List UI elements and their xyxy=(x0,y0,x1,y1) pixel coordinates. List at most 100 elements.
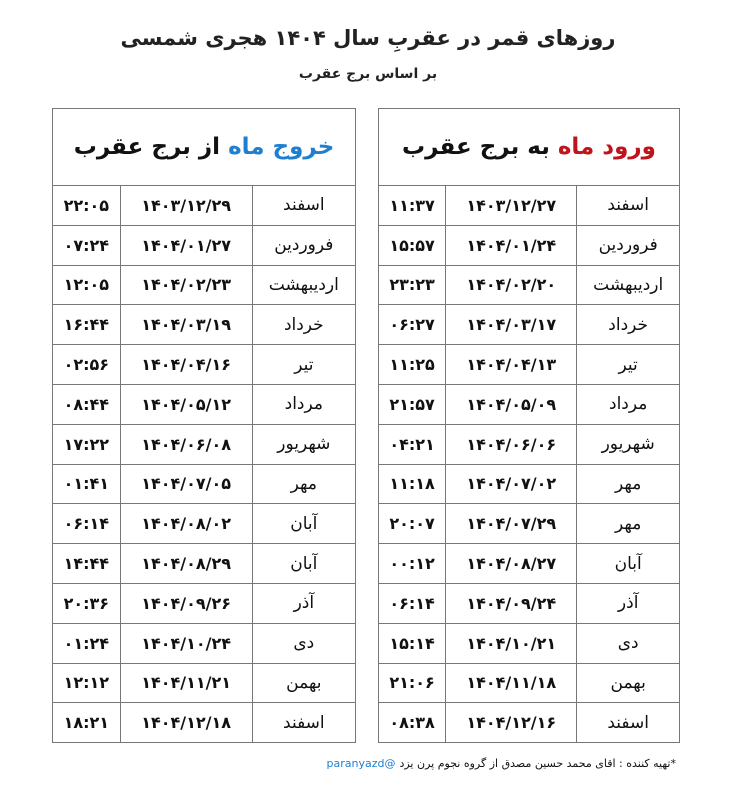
month-cell: اسفند xyxy=(251,702,357,744)
month-cell: مرداد xyxy=(576,383,680,425)
date-cell: ۱۴۰۴/۰۹/۲۴ xyxy=(445,582,578,624)
month-cell: اردیبهشت xyxy=(576,264,680,306)
table-row: مهر ۱۴۰۴/۰۷/۲۹ ۲۰:۰۷ xyxy=(377,503,680,545)
month-cell: آبان xyxy=(576,543,680,584)
month-cell: شهریور xyxy=(576,423,680,465)
date-cell: ۱۴۰۴/۰۴/۱۳ xyxy=(445,344,578,385)
table-row: اسفند ۱۴۰۳/۱۲/۲۹ ۲۲:۰۵ xyxy=(52,185,357,226)
date-cell: ۱۴۰۴/۰۶/۰۶ xyxy=(445,423,578,465)
time-cell: ۱۸:۲۱ xyxy=(52,702,121,744)
time-cell: ۱۵:۵۷ xyxy=(377,224,447,266)
time-cell: ۰۲:۵۶ xyxy=(52,344,121,385)
date-cell: ۱۴۰۴/۰۱/۲۷ xyxy=(119,224,253,266)
date-cell: ۱۴۰۴/۰۸/۲۹ xyxy=(119,543,253,584)
table-row: اسفند ۱۴۰۴/۱۲/۱۶ ۰۸:۳۸ xyxy=(377,702,680,744)
date-cell: ۱۴۰۴/۰۷/۲۹ xyxy=(445,503,578,545)
time-cell: ۰۱:۲۴ xyxy=(52,622,121,664)
table-row: اسفند ۱۴۰۴/۱۲/۱۸ ۱۸:۲۱ xyxy=(52,702,357,744)
time-cell: ۱۶:۴۴ xyxy=(52,304,121,346)
page-title: روزهای قمر در عقربِ سال ۱۴۰۴ هجری شمسی xyxy=(120,26,616,50)
month-cell: دی xyxy=(576,622,680,664)
date-cell: ۱۴۰۴/۰۷/۰۵ xyxy=(119,463,253,505)
date-cell: ۱۴۰۴/۰۲/۲۳ xyxy=(119,264,253,306)
month-cell: تیر xyxy=(251,344,357,385)
table-row: فروردین ۱۴۰۴/۰۱/۲۷ ۰۷:۲۴ xyxy=(52,224,357,266)
exit-header-rest: از برج عقرب xyxy=(73,134,229,160)
time-cell: ۱۱:۲۵ xyxy=(377,344,447,385)
table-row: دی ۱۴۰۴/۱۰/۲۱ ۱۵:۱۴ xyxy=(377,622,680,664)
month-cell: اسفند xyxy=(251,185,357,226)
time-cell: ۰۷:۲۴ xyxy=(52,224,121,266)
date-cell: ۱۴۰۴/۱۰/۲۱ xyxy=(445,622,578,664)
table-row: آبان ۱۴۰۴/۰۸/۲۹ ۱۴:۴۴ xyxy=(52,543,357,584)
time-cell: ۱۵:۱۴ xyxy=(377,622,447,664)
month-cell: آبان xyxy=(251,503,357,545)
time-cell: ۱۲:۰۵ xyxy=(52,264,121,306)
moon-entry-table: ورود ماه به برج عقرب اسفند ۱۴۰۳/۱۲/۲۷ ۱۱:۳… xyxy=(377,108,680,744)
time-cell: ۲۱:۰۶ xyxy=(377,662,447,704)
month-cell: مهر xyxy=(576,463,680,505)
time-cell: ۲۱:۵۷ xyxy=(377,383,447,425)
time-cell: ۰۸:۴۴ xyxy=(52,383,121,425)
time-cell: ۱۱:۱۸ xyxy=(377,463,447,505)
month-cell: اسفند xyxy=(576,702,680,744)
table-row: تیر ۱۴۰۴/۰۴/۱۳ ۱۱:۲۵ xyxy=(377,344,680,385)
month-cell: بهمن xyxy=(251,662,357,704)
table-row: بهمن ۱۴۰۴/۱۱/۱۸ ۲۱:۰۶ xyxy=(377,662,680,704)
time-cell: ۱۴:۴۴ xyxy=(52,543,121,584)
date-cell: ۱۴۰۴/۱۱/۲۱ xyxy=(119,662,253,704)
exit-table-header: خروج ماه از برج عقرب xyxy=(52,108,356,186)
time-cell: ۲۰:۰۷ xyxy=(377,503,447,545)
time-cell: ۰۸:۳۸ xyxy=(377,702,447,744)
date-cell: ۱۴۰۴/۰۸/۰۲ xyxy=(119,503,253,545)
time-cell: ۰۶:۲۷ xyxy=(377,304,447,346)
date-cell: ۱۴۰۴/۰۵/۰۹ xyxy=(445,383,578,425)
time-cell: ۱۷:۲۲ xyxy=(52,423,121,465)
date-cell: ۱۴۰۴/۱۱/۱۸ xyxy=(445,662,578,704)
date-cell: ۱۴۰۴/۰۱/۲۴ xyxy=(445,224,578,266)
table-row: آذر ۱۴۰۴/۰۹/۲۴ ۰۶:۱۴ xyxy=(377,582,680,624)
date-cell: ۱۴۰۴/۰۳/۱۷ xyxy=(445,304,578,346)
exit-header-highlight: خروج ماه xyxy=(228,134,335,160)
table-row: آبان ۱۴۰۴/۰۸/۲۷ ۰۰:۱۲ xyxy=(377,543,680,584)
time-cell: ۰۴:۲۱ xyxy=(377,423,447,465)
date-cell: ۱۴۰۴/۰۶/۰۸ xyxy=(119,423,253,465)
table-row: تیر ۱۴۰۴/۰۴/۱۶ ۰۲:۵۶ xyxy=(52,344,357,385)
table-row: شهریور ۱۴۰۴/۰۶/۰۶ ۰۴:۲۱ xyxy=(377,423,680,465)
time-cell: ۰۱:۴۱ xyxy=(52,463,121,505)
table-row: خرداد ۱۴۰۴/۰۳/۱۷ ۰۶:۲۷ xyxy=(377,304,680,346)
month-cell: اردیبهشت xyxy=(251,264,357,306)
month-cell: مهر xyxy=(251,463,357,505)
month-cell: آذر xyxy=(251,582,357,624)
date-cell: ۱۴۰۴/۰۷/۰۲ xyxy=(445,463,578,505)
table-row: مرداد ۱۴۰۴/۰۵/۰۹ ۲۱:۵۷ xyxy=(377,383,680,425)
date-cell: ۱۴۰۳/۱۲/۲۷ xyxy=(445,185,578,226)
table-row: دی ۱۴۰۴/۱۰/۲۴ ۰۱:۲۴ xyxy=(52,622,357,664)
date-cell: ۱۴۰۴/۱۲/۱۶ xyxy=(445,702,578,744)
social-handle-link[interactable]: @paranyazd xyxy=(326,757,396,770)
table-row: اسفند ۱۴۰۳/۱۲/۲۷ ۱۱:۳۷ xyxy=(377,185,680,226)
entry-table-header: ورود ماه به برج عقرب xyxy=(378,108,680,186)
table-row: آبان ۱۴۰۴/۰۸/۰۲ ۰۶:۱۴ xyxy=(52,503,357,545)
date-cell: ۱۴۰۴/۰۲/۲۰ xyxy=(445,264,578,306)
month-cell: فروردین xyxy=(576,224,680,266)
date-cell: ۱۴۰۴/۰۹/۲۶ xyxy=(119,582,253,624)
date-cell: ۱۴۰۳/۱۲/۲۹ xyxy=(119,185,253,226)
table-row: مهر ۱۴۰۴/۰۷/۰۲ ۱۱:۱۸ xyxy=(377,463,680,505)
time-cell: ۱۱:۳۷ xyxy=(377,185,447,226)
month-cell: آذر xyxy=(576,582,680,624)
month-cell: اسفند xyxy=(576,185,680,226)
table-row: مرداد ۱۴۰۴/۰۵/۱۲ ۰۸:۴۴ xyxy=(52,383,357,425)
month-cell: دی xyxy=(251,622,357,664)
month-cell: خرداد xyxy=(576,304,680,346)
time-cell: ۱۲:۱۲ xyxy=(52,662,121,704)
month-cell: بهمن xyxy=(576,662,680,704)
time-cell: ۰۶:۱۴ xyxy=(377,582,447,624)
date-cell: ۱۴۰۴/۰۸/۲۷ xyxy=(445,543,578,584)
table-row: آذر ۱۴۰۴/۰۹/۲۶ ۲۰:۳۶ xyxy=(52,582,357,624)
footer-credit: *تهیه کننده : اقای محمد حسین مصدق از گرو… xyxy=(327,757,677,770)
table-row: اردیبهشت ۱۴۰۴/۰۲/۲۳ ۱۲:۰۵ xyxy=(52,264,357,306)
month-cell: مهر xyxy=(576,503,680,545)
date-cell: ۱۴۰۴/۰۴/۱۶ xyxy=(119,344,253,385)
time-cell: ۲۰:۳۶ xyxy=(52,582,121,624)
